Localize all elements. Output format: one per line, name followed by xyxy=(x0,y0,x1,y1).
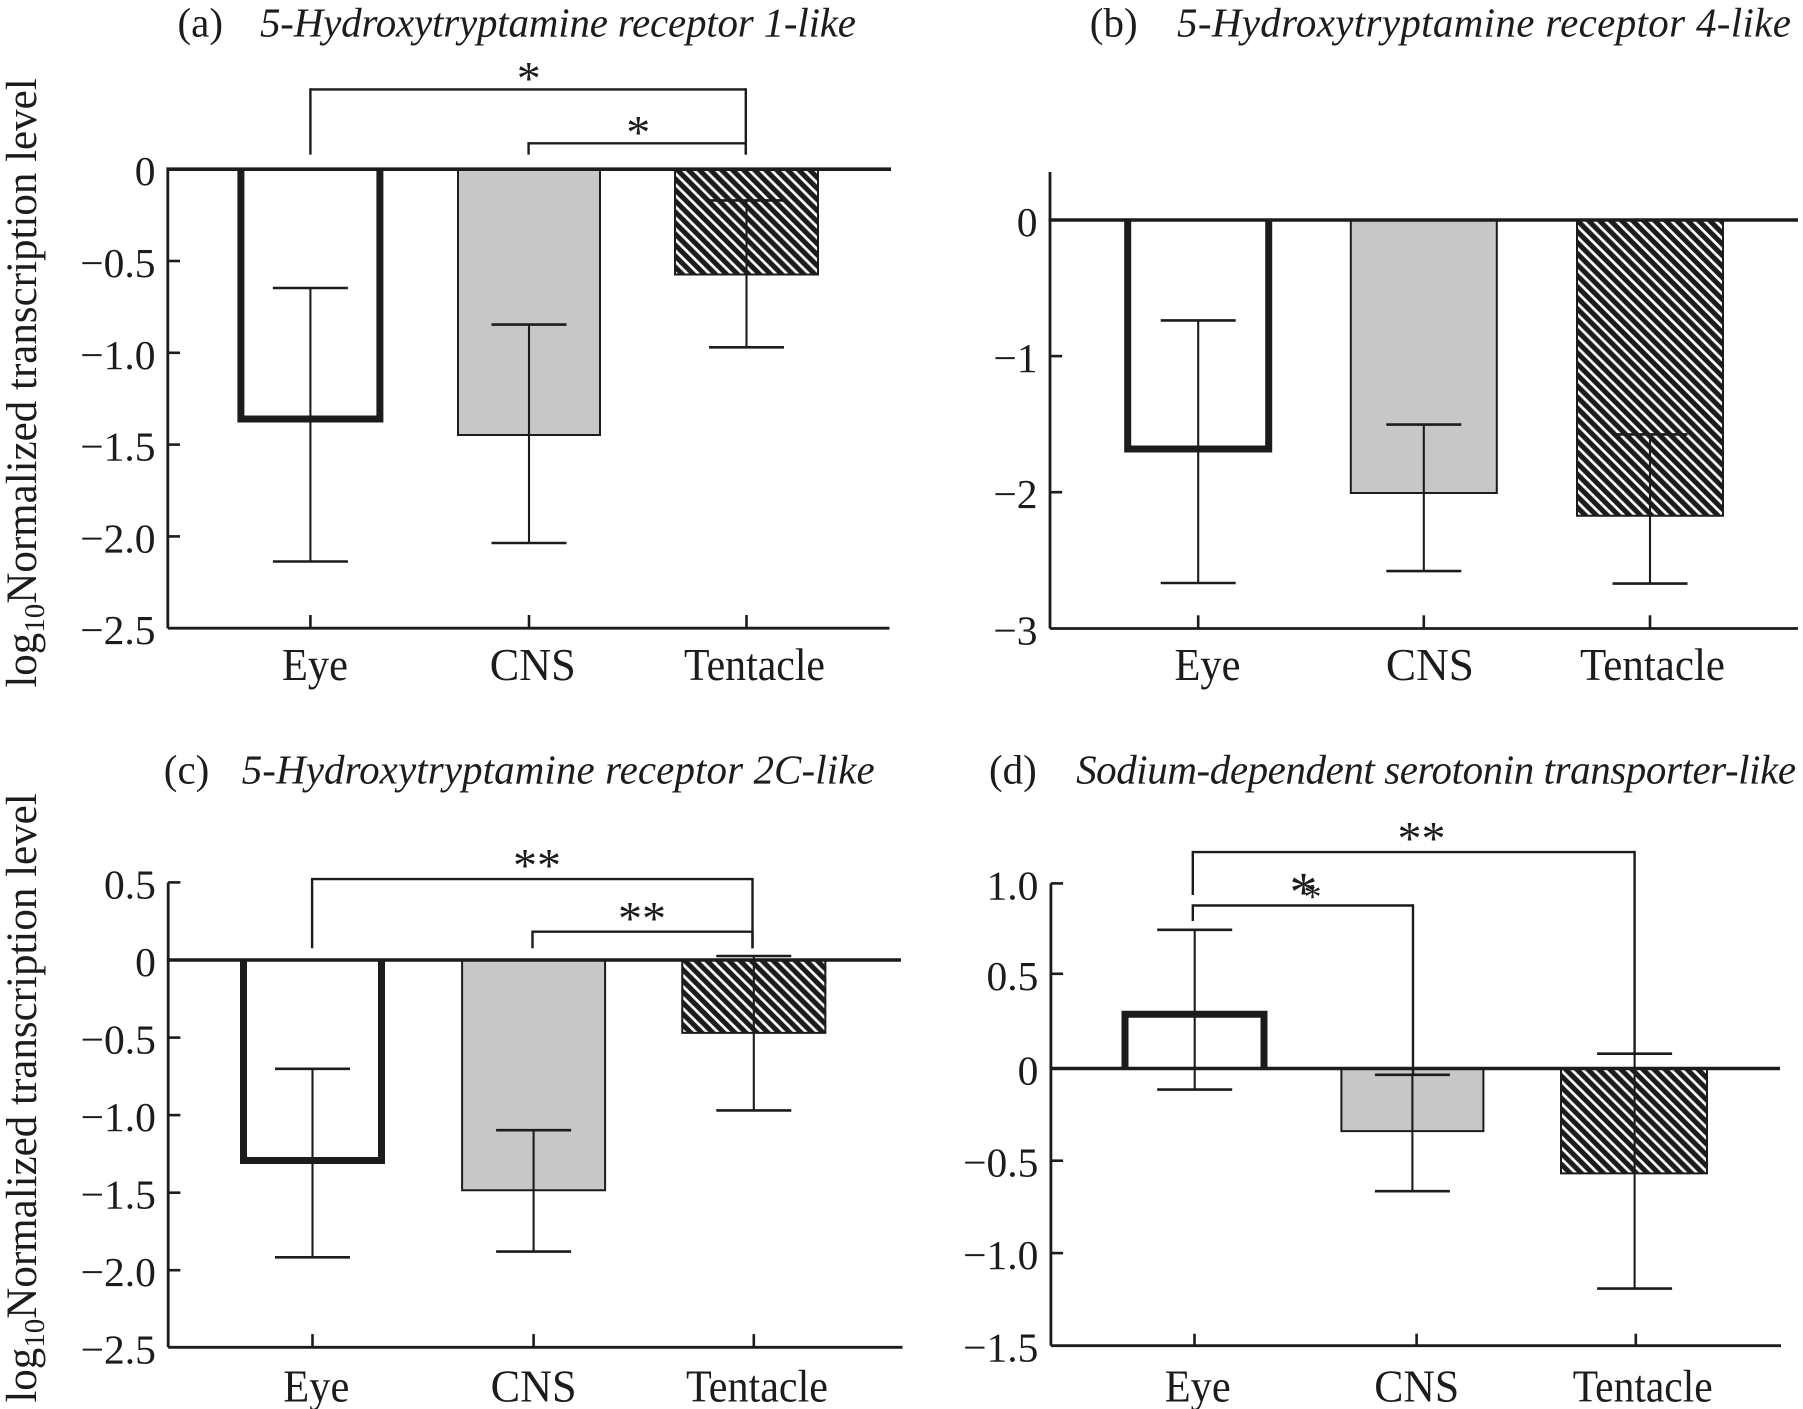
svg-text:CNS: CNS xyxy=(1374,1361,1459,1409)
svg-text:−1.5: −1.5 xyxy=(963,1325,1038,1371)
svg-text:0.5: 0.5 xyxy=(987,953,1039,999)
svg-text:−1.0: −1.0 xyxy=(80,332,155,378)
svg-text:Tentacle: Tentacle xyxy=(1580,639,1725,690)
svg-text:(b): (b) xyxy=(1090,0,1138,46)
svg-text:Eye: Eye xyxy=(283,1361,349,1409)
svg-text:−2.5: −2.5 xyxy=(80,607,155,653)
svg-text:−2: −2 xyxy=(993,471,1037,517)
svg-text:−1.0: −1.0 xyxy=(963,1232,1038,1278)
svg-text:Eye: Eye xyxy=(282,639,348,690)
svg-text:log10Normalized transcription: log10Normalized transcription level xyxy=(0,78,51,687)
svg-text:−0.5: −0.5 xyxy=(963,1140,1038,1186)
svg-text:5-Hydroxytryptamine receptor 4: 5-Hydroxytryptamine receptor 4-like xyxy=(1177,0,1791,46)
svg-text:−1.0: −1.0 xyxy=(81,1094,156,1140)
svg-text:CNS: CNS xyxy=(1386,639,1474,690)
svg-text:Eye: Eye xyxy=(1165,1361,1231,1409)
svg-text:−1: −1 xyxy=(993,335,1037,381)
svg-text:*: * xyxy=(517,52,541,105)
svg-text:**: ** xyxy=(618,892,666,945)
svg-text:**: ** xyxy=(1398,812,1446,865)
svg-text:*: * xyxy=(626,106,650,159)
svg-text:−0.5: −0.5 xyxy=(80,240,155,286)
svg-text:0: 0 xyxy=(1017,199,1038,245)
svg-text:−3: −3 xyxy=(993,608,1037,654)
svg-text:(c): (c) xyxy=(164,747,210,793)
svg-text:log10Normalized transcription: log10Normalized transcription level xyxy=(0,793,51,1402)
svg-text:Eye: Eye xyxy=(1175,639,1241,690)
svg-text:−0.5: −0.5 xyxy=(81,1017,156,1063)
svg-text:−2.0: −2.0 xyxy=(80,515,155,561)
svg-text:*: * xyxy=(1304,877,1322,917)
svg-text:1.0: 1.0 xyxy=(987,862,1039,908)
svg-text:−1.5: −1.5 xyxy=(81,1172,156,1218)
svg-text:−2.0: −2.0 xyxy=(81,1249,156,1295)
svg-text:−1.5: −1.5 xyxy=(80,424,155,470)
svg-text:0.5: 0.5 xyxy=(104,861,156,907)
svg-text:5-Hydroxytryptamine receptor 1: 5-Hydroxytryptamine receptor 1-like xyxy=(260,0,856,46)
svg-text:0: 0 xyxy=(135,148,156,194)
svg-text:(a): (a) xyxy=(178,0,224,46)
svg-text:CNS: CNS xyxy=(491,1361,577,1409)
svg-text:Tentacle: Tentacle xyxy=(1573,1361,1713,1409)
svg-text:Tentacle: Tentacle xyxy=(684,639,825,690)
svg-text:(d): (d) xyxy=(989,747,1037,793)
svg-text:5-Hydroxytryptamine receptor 2: 5-Hydroxytryptamine receptor 2C-like xyxy=(242,747,875,793)
svg-text:0: 0 xyxy=(1018,1048,1039,1094)
svg-text:−2.5: −2.5 xyxy=(81,1326,156,1372)
svg-text:0: 0 xyxy=(135,939,156,985)
svg-text:CNS: CNS xyxy=(490,639,576,690)
svg-text:Tentacle: Tentacle xyxy=(686,1361,828,1409)
svg-text:Sodium-dependent serotonin tra: Sodium-dependent serotonin transporter-l… xyxy=(1076,747,1796,793)
svg-text:**: ** xyxy=(513,839,561,892)
svg-text:*: * xyxy=(1290,862,1318,924)
